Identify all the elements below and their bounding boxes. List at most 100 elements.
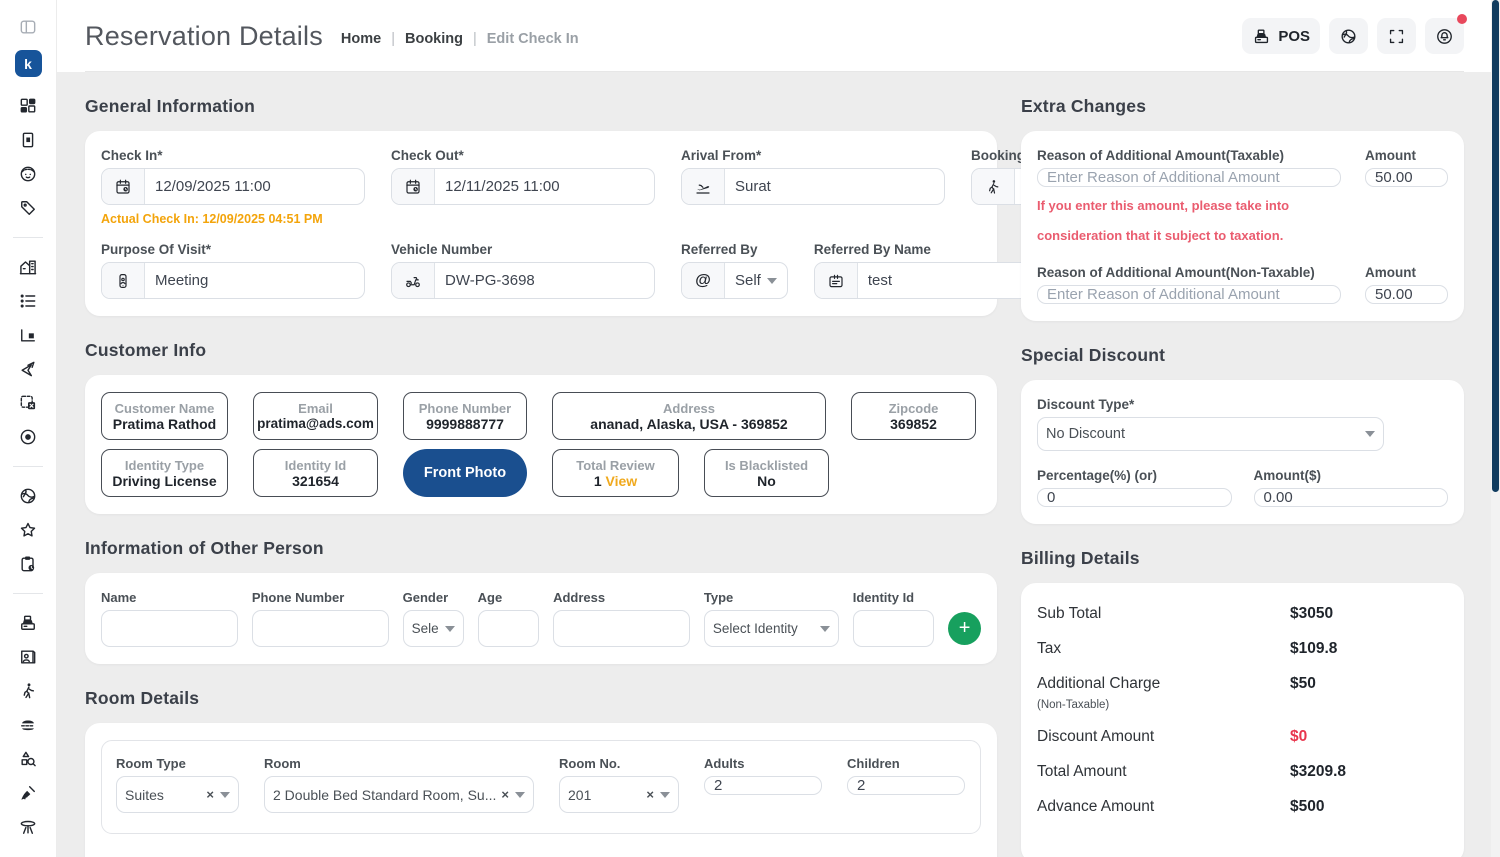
hotel-building-icon[interactable] [11, 250, 45, 284]
non-taxable-amount-input[interactable] [1365, 284, 1448, 304]
children-input[interactable] [847, 776, 965, 795]
box-cancel-icon[interactable] [11, 386, 45, 420]
percentage-input[interactable] [1037, 487, 1232, 507]
vehicle-number-input[interactable] [435, 263, 654, 298]
shapes-search-icon[interactable] [11, 742, 45, 776]
scooter-icon [392, 263, 435, 298]
op-age-input[interactable] [477, 610, 540, 647]
check-out-input[interactable] [435, 169, 654, 204]
field-label: Reason of Additional Amount(Non-Taxable) [1037, 264, 1315, 280]
notifications-button[interactable] [1425, 14, 1467, 54]
room-no-value: 201 [568, 786, 592, 803]
vehicle-number-field: Vehicle Number [391, 242, 655, 299]
op-name-input[interactable] [101, 610, 238, 647]
op-type-select[interactable]: Select Identity [703, 610, 839, 647]
bar-chart-icon[interactable] [11, 318, 45, 352]
list-icon[interactable] [11, 284, 45, 318]
op-address-field: Address [553, 590, 690, 647]
op-identity-input[interactable] [852, 610, 935, 647]
referred-by-field: Referred By @ Self [681, 242, 788, 299]
clear-icon[interactable]: × [501, 787, 509, 802]
field-label: Vehicle Number [391, 242, 493, 257]
calendar-clock-icon [102, 169, 145, 204]
room-no-select[interactable]: 201 × [559, 776, 679, 813]
field-label: Room Type [116, 756, 186, 771]
scrollbar-thumb[interactable] [1492, 0, 1499, 492]
id-badge-icon[interactable] [11, 640, 45, 674]
clipboard-clock-icon[interactable] [11, 547, 45, 581]
field-label: Address [553, 590, 606, 605]
front-photo-button[interactable]: Front Photo [403, 449, 527, 497]
room-type-select[interactable]: Suites × [116, 776, 239, 813]
referred-by-select[interactable]: Self [725, 263, 787, 298]
field-label: Check In* [101, 148, 163, 163]
room-value: 2 Double Bed Standard Room, Su... [273, 786, 497, 803]
check-in-input[interactable] [145, 169, 364, 204]
room-field: Room 2 Double Bed Standard Room, Su... × [264, 756, 534, 813]
language-globe-button[interactable] [1329, 18, 1368, 54]
chip-value: Driving License [112, 472, 217, 489]
dashboard-icon[interactable] [11, 89, 45, 123]
bell-icon [1437, 28, 1452, 44]
chip-label: Is Blacklisted [724, 457, 809, 473]
right-column: Extra Changes Reason of Additional Amoun… [1021, 96, 1464, 857]
purpose-of-visit-field: Purpose Of Visit* [101, 242, 365, 299]
pos-button[interactable]: POS [1242, 18, 1320, 54]
taxable-amount-field: Amount [1365, 148, 1448, 251]
chip-label: Total Review [576, 457, 655, 473]
person-walk-icon [972, 169, 1015, 204]
clear-icon[interactable]: × [206, 787, 214, 802]
discount-amount-input[interactable] [1253, 487, 1448, 507]
sidebar-toggle-icon[interactable] [11, 10, 45, 44]
op-type-field: Type Select Identity [703, 590, 839, 647]
non-taxable-reason-field: Reason of Additional Amount(Non-Taxable) [1037, 265, 1341, 304]
chip-label: Phone Number [418, 400, 512, 416]
clear-icon[interactable]: × [646, 787, 654, 802]
arrival-from-input[interactable] [725, 169, 944, 204]
table-icon[interactable] [11, 810, 45, 844]
discount-type-select[interactable]: No Discount [1037, 416, 1384, 451]
target-icon[interactable] [11, 420, 45, 454]
taxable-amount-input[interactable] [1365, 168, 1448, 187]
op-address-input[interactable] [553, 610, 690, 647]
billing-row: Total Amount $3209.8 [1037, 763, 1448, 781]
field-label: Discount Type* [1037, 396, 1135, 412]
email-chip: Email pratima@ads.com [253, 392, 378, 440]
breadcrumb-booking[interactable]: Booking [381, 31, 463, 47]
star-icon[interactable] [11, 513, 45, 547]
app-logo[interactable]: k [14, 50, 42, 77]
billing-details-card: Sub Total $3050 Tax $109.8 Additional Ch… [1021, 582, 1464, 857]
breadcrumb-current: Edit Check In [463, 31, 579, 47]
pos-register-icon[interactable] [11, 606, 45, 640]
booking-door-icon[interactable] [11, 123, 45, 157]
field-label: Identity Id [852, 590, 915, 605]
view-reviews-link[interactable]: View [605, 472, 638, 489]
fullscreen-button[interactable] [1377, 18, 1416, 54]
chip-value: pratima@ads.com [257, 416, 374, 431]
person-walk-icon[interactable] [11, 674, 45, 708]
adults-input[interactable] [704, 776, 822, 795]
taxable-reason-input[interactable] [1037, 168, 1341, 187]
tag-icon[interactable] [11, 191, 45, 225]
op-phone-input[interactable] [251, 610, 389, 647]
send-icon[interactable] [11, 352, 45, 386]
field-label: Gender [402, 590, 449, 605]
billing-label: Additional Charge [1037, 674, 1161, 692]
gender-value: Select [411, 621, 439, 636]
field-label: Children [847, 756, 900, 771]
children-field: Children [847, 756, 965, 813]
purpose-of-visit-input[interactable] [145, 263, 364, 298]
field-label: Percentage(%) (or) [1037, 467, 1158, 483]
breadcrumb-home[interactable]: Home [340, 31, 382, 47]
broom-icon[interactable] [11, 776, 45, 810]
calendar-clock-icon [392, 169, 435, 204]
op-gender-select[interactable]: Select [402, 610, 464, 647]
room-select[interactable]: 2 Double Bed Standard Room, Su... × [264, 776, 534, 813]
non-taxable-reason-input[interactable] [1037, 284, 1341, 304]
non-taxable-amount-field: Amount [1365, 265, 1448, 304]
add-person-button[interactable]: + [948, 612, 982, 645]
globe-icon[interactable] [11, 479, 45, 513]
pos-button-label: POS [1278, 27, 1310, 45]
burger-icon[interactable] [11, 708, 45, 742]
guest-face-icon[interactable] [11, 157, 45, 191]
